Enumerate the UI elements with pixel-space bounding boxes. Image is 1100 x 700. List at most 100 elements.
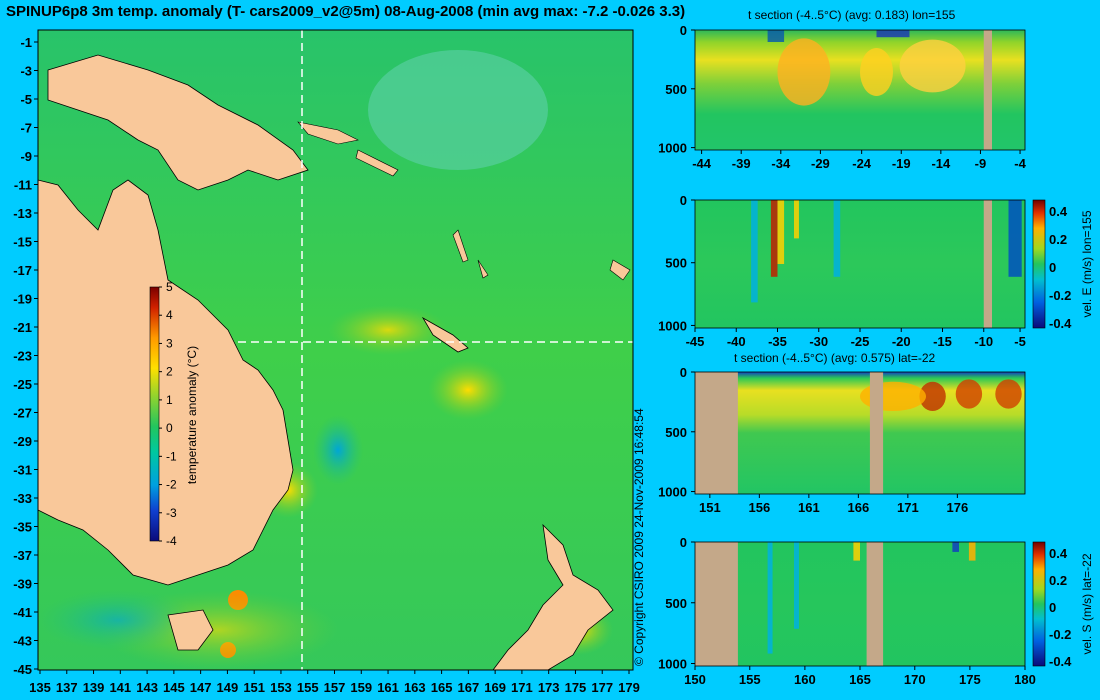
map-y-tick-label: -5 — [20, 92, 32, 107]
sec4-x-tick-label: 165 — [849, 672, 871, 687]
map-y-tick-label: -15 — [13, 235, 32, 250]
map-y-tick-label: -31 — [13, 463, 32, 478]
sec3-x-tick-label: 176 — [946, 500, 968, 515]
sec2-colorbar-tick-label: 0.2 — [1049, 232, 1067, 247]
sec2-x-tick-label: -15 — [933, 334, 952, 349]
sec1-x-tick-label: -19 — [892, 156, 911, 171]
sec2-feature — [777, 200, 785, 264]
sec4-colorbar-tick-label: 0 — [1049, 600, 1056, 615]
map-x-tick-label: 179 — [618, 680, 640, 695]
sec2-colorbar-tick-label: -0.4 — [1049, 316, 1072, 331]
map-y-tick-label: -9 — [20, 149, 32, 164]
sec2-colorbar — [1032, 199, 1046, 329]
sec2-feature — [833, 200, 841, 277]
sec4-colorbar — [1032, 541, 1046, 667]
sec1-x-tick-label: -14 — [931, 156, 951, 171]
sec3-land — [695, 372, 738, 494]
map-x-tick-label: 153 — [270, 680, 292, 695]
map-colorbar-tick-label: -2 — [166, 478, 177, 492]
sec2-colorbar-tick-label: 0 — [1049, 260, 1056, 275]
sec2-y-tick-label: 1000 — [658, 318, 687, 333]
map-y-tick-label: -29 — [13, 434, 32, 449]
sec1-feature — [860, 48, 893, 96]
sec3-frame — [694, 371, 1026, 495]
sec3-feature — [995, 379, 1022, 409]
map-y-tick-label: -43 — [13, 634, 32, 649]
sec4-feature — [968, 542, 976, 561]
sec4-colorbar-tick-label: 0.4 — [1049, 546, 1068, 561]
map-colorbar-tick-label: 5 — [166, 280, 173, 294]
sec4-x-tick-label: 150 — [684, 672, 706, 687]
sec4-y-tick-label: 1000 — [658, 657, 687, 672]
map-x-tick-label: 177 — [591, 680, 613, 695]
sec3-y-tick-label: 500 — [665, 425, 687, 440]
sec1-field — [695, 30, 1025, 150]
land-new-caledonia — [421, 316, 469, 353]
sec3-x-tick-label: 156 — [748, 500, 770, 515]
sec2-colorbar-tick-label: 0.4 — [1049, 204, 1068, 219]
page-title: SPINUP6p8 3m temp. anomaly (T- cars2009_… — [6, 3, 686, 20]
map-x-tick-label: 135 — [29, 680, 51, 695]
map-colorbar: 5 4 3 2 1 0 -1 -2 -3 -4 temperature anomaly (°C) — [149, 280, 199, 548]
map-y-tick-label: -27 — [13, 406, 32, 421]
sec1-land — [983, 30, 992, 150]
map-y-tick-label: -21 — [13, 320, 32, 335]
sec1-x-tick-label: -9 — [975, 156, 987, 171]
map-colorbar-tick-label: 0 — [166, 421, 173, 435]
map-colorbar-label: temperature anomaly (°C) — [185, 346, 199, 484]
sec3-x-tick-label: 171 — [897, 500, 919, 515]
sec4-x-tick-label: 180 — [1014, 672, 1036, 687]
sec1-feature — [876, 30, 910, 38]
sec1-frame — [694, 29, 1026, 151]
velE-section-chart: 0 500 1000-45 -40 -35 -30 -25 -20 -15 -10 -5 0.4 0.2… — [658, 193, 1094, 349]
sec2-feature — [751, 200, 758, 303]
sec4-x-tick-label: 155 — [739, 672, 761, 687]
sec1-x-tick-label: -29 — [811, 156, 830, 171]
map-y-tick-label: -41 — [13, 605, 32, 620]
sec2-x-tick-label: -20 — [892, 334, 911, 349]
sec1-feature — [777, 38, 831, 106]
sec2-x-tick-label: -10 — [974, 334, 993, 349]
sec3-feature — [955, 379, 983, 409]
map-x-tick-label: 159 — [350, 680, 372, 695]
sec4-feature — [952, 542, 959, 552]
sec2-y-tick-label: 0 — [680, 193, 687, 208]
map-x-tick-label: 165 — [431, 680, 453, 695]
map-colorbar-tick-label: -1 — [166, 449, 177, 463]
map-y-tick-label: -11 — [14, 178, 32, 193]
sec1-y-tick-label: 1000 — [658, 141, 687, 156]
sec4-land — [866, 542, 884, 666]
map-x-tick-label: 155 — [297, 680, 319, 695]
sec2-field — [695, 200, 1025, 328]
sec4-feature — [767, 542, 773, 654]
sec2-x-tick-label: -25 — [851, 334, 870, 349]
map-y-tick-label: -45 — [13, 662, 32, 677]
sec4-colorbar-tick-label: -0.2 — [1049, 627, 1071, 642]
sec4-y-tick-label: 500 — [665, 596, 687, 611]
sec2-x-tick-label: -40 — [727, 334, 746, 349]
map-y-tick-label: -1 — [20, 35, 32, 50]
map-x-tick-label: 141 — [109, 680, 131, 695]
sec3-land — [869, 372, 884, 494]
sec1-y-tick-label: 0 — [680, 23, 687, 38]
sec3-x-tick-label: 151 — [699, 500, 721, 515]
sec2-feature — [1008, 200, 1022, 277]
map-colorbar-tick-label: -3 — [166, 506, 177, 520]
map-y-tick-label: -39 — [13, 577, 32, 592]
sec1-x-tick-label: -34 — [771, 156, 791, 171]
section-1-title: t section (-4..5°C) (avg: 0.183) lon=155 — [748, 8, 956, 22]
map-x-tick-label: 137 — [56, 680, 78, 695]
sec2-feature — [770, 200, 778, 277]
sec2-x-tick-label: -35 — [768, 334, 787, 349]
map-y-tick-label: -25 — [13, 377, 32, 392]
map-x-tick-label: 151 — [243, 680, 265, 695]
map-x-tick-label: 171 — [511, 680, 533, 695]
map-colorbar-tick-label: 1 — [166, 393, 173, 407]
sec4-x-tick-label: 160 — [794, 672, 816, 687]
map-x-tick-label: 169 — [484, 680, 506, 695]
sec4-feature — [794, 542, 799, 629]
land-new-guinea — [47, 54, 309, 191]
map-x-tick-label: 175 — [565, 680, 587, 695]
section-3-title: t section (-4..5°C) (avg: 0.575) lat=-22 — [734, 351, 936, 365]
sec2-y-tick-label: 500 — [665, 256, 687, 271]
